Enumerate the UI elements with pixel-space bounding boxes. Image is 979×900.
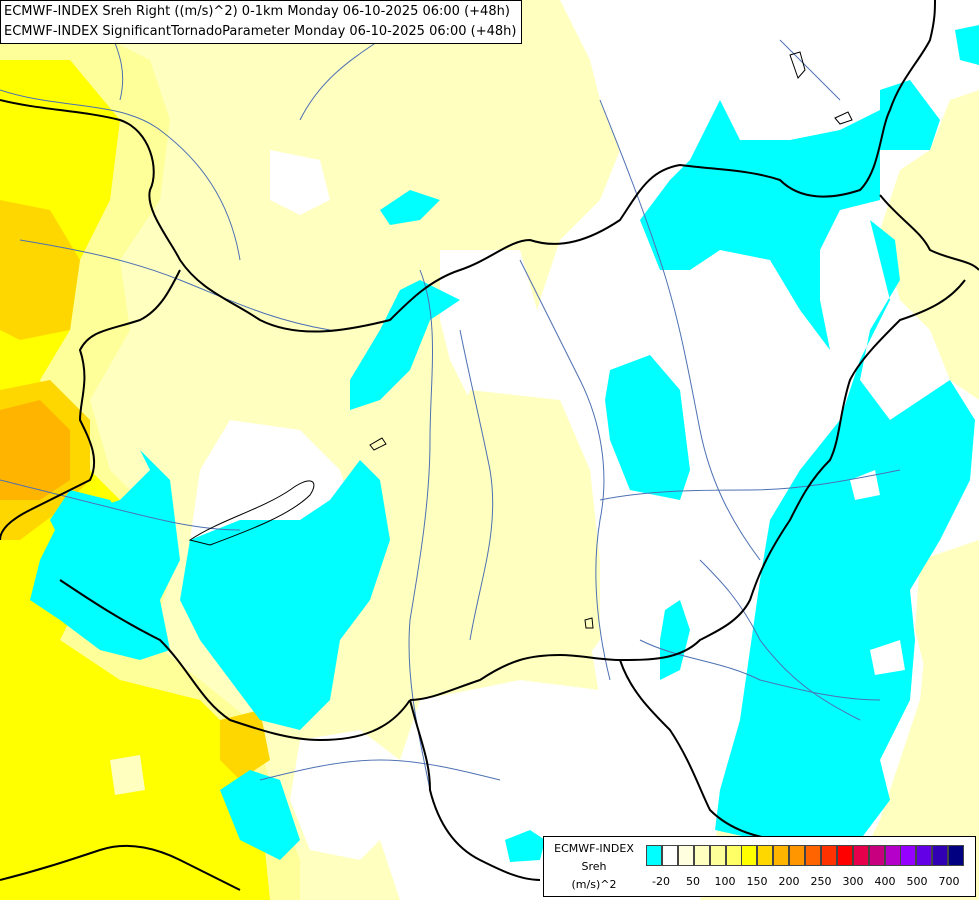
legend-swatch [757, 845, 774, 866]
legend: ECMWF-INDEX Sreh (m/s)^2 -20 50 100 150 200 2… [543, 836, 976, 897]
legend-swatch [677, 845, 694, 866]
pale-patch-center [440, 390, 600, 680]
border-east-2 [409, 279, 966, 701]
white-region-north [270, 150, 330, 215]
river-8 [699, 559, 861, 721]
legend-tick-label: 400 [874, 875, 896, 888]
lake-2 [834, 111, 853, 125]
lake-1 [789, 51, 806, 79]
cyan-south-blob [505, 830, 545, 862]
legend-swatch [661, 845, 678, 866]
river-3 [408, 269, 433, 791]
river-2 [19, 239, 331, 331]
legend-swatch [852, 845, 869, 866]
legend-name: Sreh [581, 860, 607, 873]
cyan-ne [640, 80, 940, 350]
legend-tick-label: 150 [746, 875, 768, 888]
lake-4 [584, 617, 594, 629]
legend-tick-label: 50 [686, 875, 700, 888]
cyan-south-small [660, 600, 690, 680]
title-line-1: ECMWF-INDEX Sreh Right ((m/s)^2) 0-1km M… [4, 4, 510, 19]
legend-swatch [948, 845, 965, 866]
river-6 [519, 259, 611, 681]
legend-swatch [884, 845, 901, 866]
legend-unit: (m/s)^2 [571, 878, 617, 891]
cyan-north-center [380, 190, 440, 225]
legend-tick-label: 100 [714, 875, 736, 888]
legend-swatch [646, 845, 662, 866]
legend-swatch [773, 845, 790, 866]
white-region-center [440, 250, 540, 420]
legend-swatch [789, 845, 806, 866]
gold-sw [220, 710, 270, 780]
legend-tick-label: 300 [842, 875, 864, 888]
white-hole-east [850, 470, 880, 500]
pale-sw-spot [110, 755, 145, 795]
cyan-sw-small [220, 770, 300, 860]
legend-swatch [932, 845, 949, 866]
border-west [0, 269, 181, 541]
legend-source: ECMWF-INDEX [554, 842, 634, 855]
cyan-west-band [30, 450, 180, 660]
border-north [0, 0, 936, 333]
rivers [0, 0, 901, 791]
legend-swatch [820, 845, 837, 866]
legend-swatch [693, 845, 710, 866]
cyan-ne-top [955, 25, 979, 65]
legend-tick-label: 200 [778, 875, 800, 888]
legend-swatch [709, 845, 726, 866]
border-south [409, 699, 541, 881]
river-11 [259, 759, 501, 781]
border-south-2 [619, 659, 791, 841]
white-region-sw [290, 730, 400, 860]
lake-3 [369, 437, 387, 451]
legend-tick-label: -20 [652, 875, 670, 888]
border-sw [59, 579, 411, 742]
gold-west [0, 200, 80, 340]
river-10 [0, 479, 241, 531]
pale-patch-e [915, 540, 979, 690]
legend-swatch [900, 845, 917, 866]
orange-west [0, 400, 70, 500]
pale-patch-ne [920, 150, 979, 260]
river-1 [0, 89, 241, 261]
cyan-north-2 [350, 280, 460, 410]
border-sw-2 [0, 844, 241, 891]
lakes [188, 51, 853, 629]
legend-swatch [805, 845, 821, 866]
river-4 [459, 329, 494, 641]
white-hole-east-2 [870, 640, 905, 675]
legend-swatch [741, 845, 758, 866]
lake-balaton [188, 480, 315, 546]
river-13 [779, 39, 841, 101]
cyan-center-east [605, 355, 690, 500]
cyan-west-blob [180, 460, 390, 730]
legend-tick-label: 500 [906, 875, 928, 888]
legend-swatch [725, 845, 742, 866]
river-5 [599, 99, 761, 561]
legend-tick-label: 250 [810, 875, 832, 888]
title-box: ECMWF-INDEX Sreh Right ((m/s)^2) 0-1km M… [0, 0, 522, 44]
legend-swatch [868, 845, 885, 866]
title-line-2: ECMWF-INDEX SignificantTornadoParameter … [4, 24, 517, 39]
river-7 [599, 469, 901, 501]
border-east [879, 194, 979, 271]
legend-tick-label: 700 [938, 875, 960, 888]
legend-swatch [836, 845, 853, 866]
legend-swatch [916, 845, 933, 866]
